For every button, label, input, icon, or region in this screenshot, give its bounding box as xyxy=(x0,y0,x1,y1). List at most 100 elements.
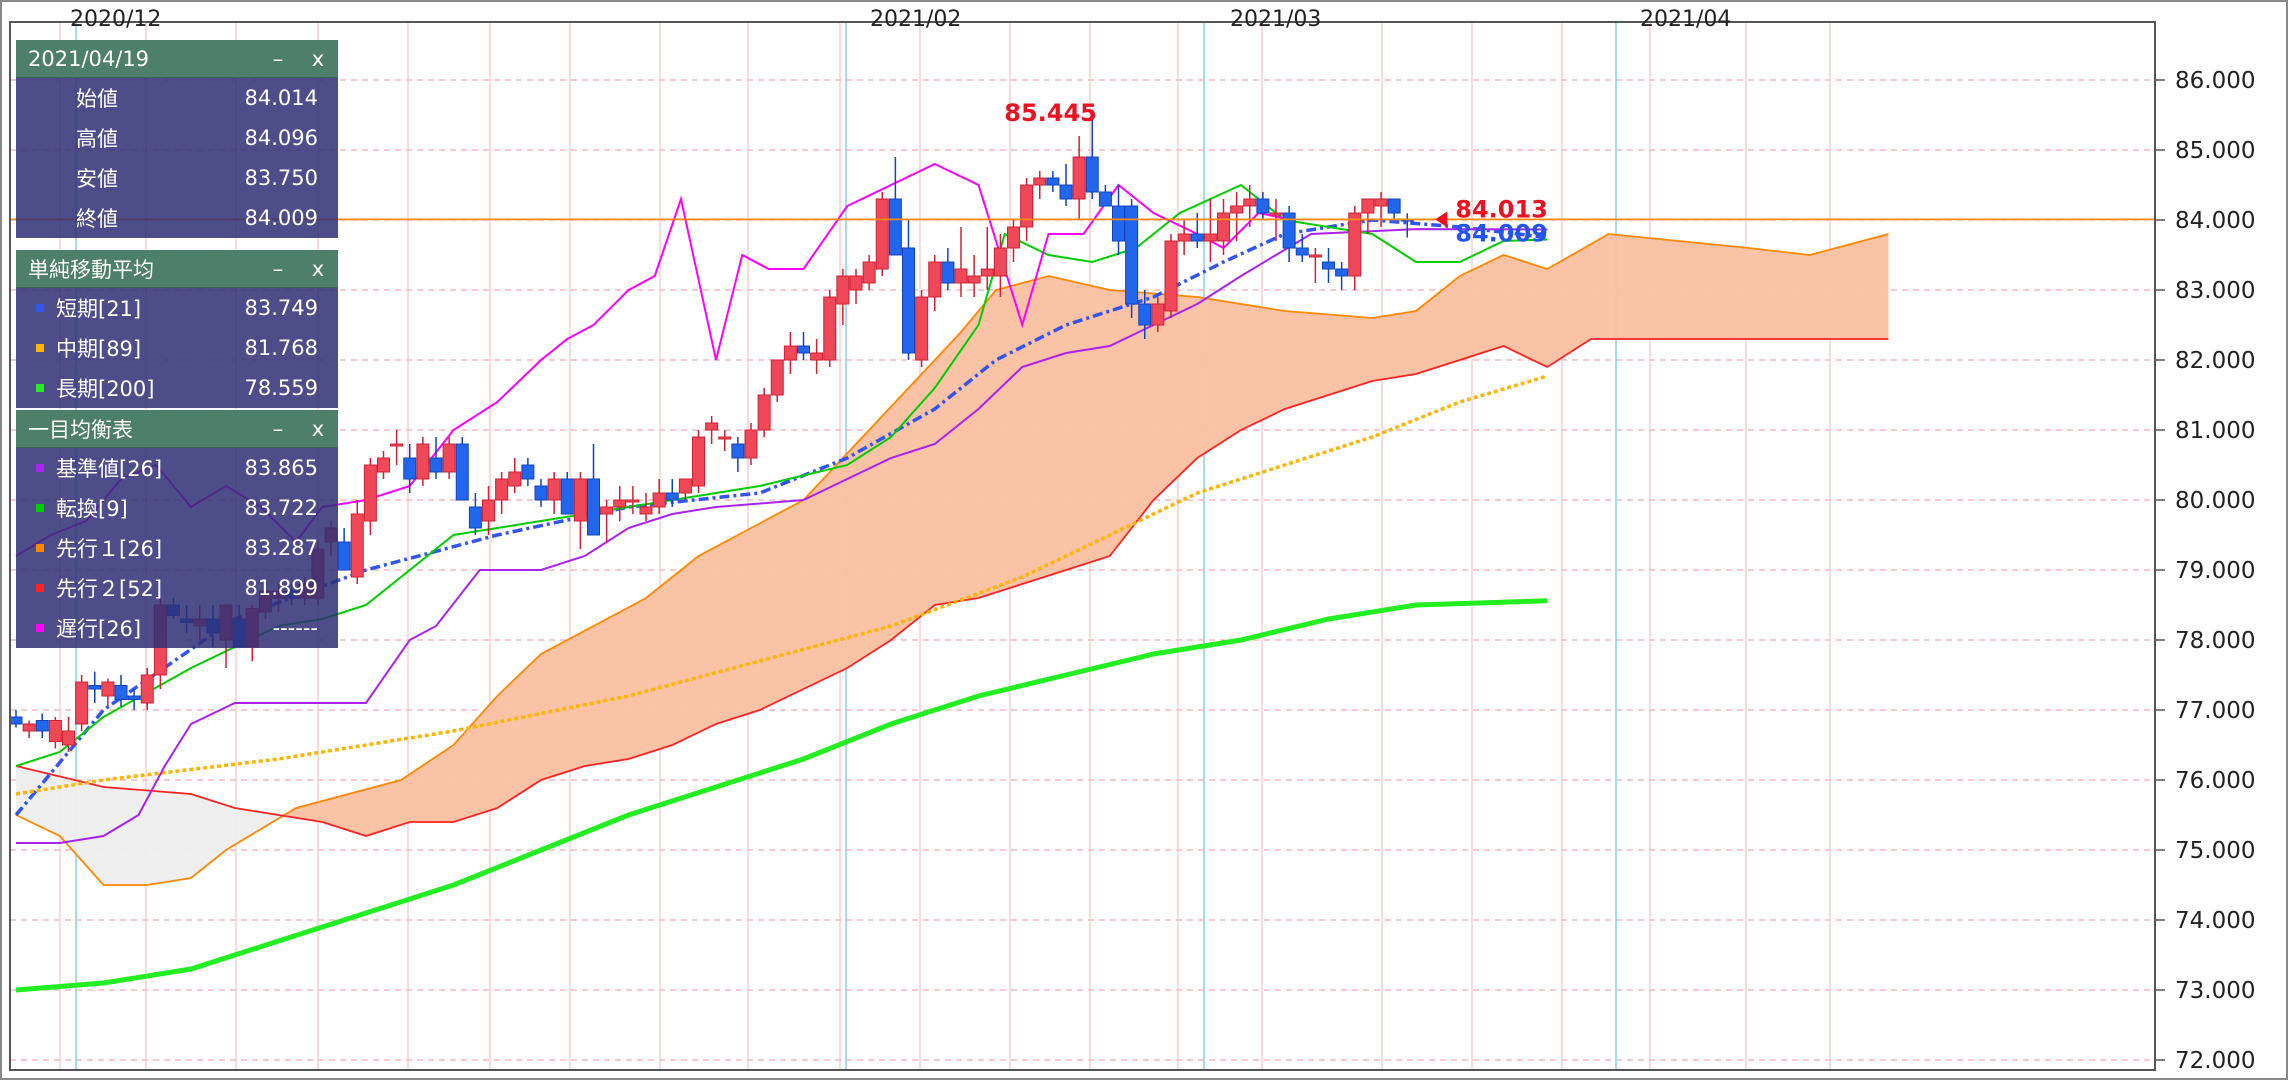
candle-body xyxy=(75,681,89,725)
cloud-area xyxy=(287,234,1889,836)
sma-row-mid: 中期[89] 81.768 xyxy=(16,328,338,368)
ohlc-row-high: 高値 84.096 xyxy=(16,118,338,158)
candle xyxy=(600,500,614,542)
candle xyxy=(1072,136,1086,220)
candle xyxy=(705,416,719,444)
candle-body xyxy=(114,685,128,700)
candle xyxy=(902,220,915,360)
candle xyxy=(1007,220,1020,262)
sma-row-short: 短期[21] 83.749 xyxy=(16,288,338,328)
ichimoku-panel: 一目均衡表 – x 基準値[26] 83.865 転換[9] 83.722 先行… xyxy=(16,410,338,648)
candle-body xyxy=(1164,240,1178,312)
candle-body xyxy=(350,513,364,578)
candle-body xyxy=(731,443,745,459)
sma-row-long: 長期[200] 78.559 xyxy=(16,368,338,408)
y-axis: 86.000 85.000 84.000 83.000 82.000 81.000 80.0… xyxy=(2155,68,2255,1074)
candle xyxy=(692,430,705,493)
senkou-span-1-line xyxy=(15,233,1889,886)
candle-body xyxy=(1151,303,1165,326)
candle xyxy=(495,472,509,514)
candle-body xyxy=(1361,198,1375,214)
candle xyxy=(547,472,561,514)
sma-panel: 単純移動平均 – x 短期[21] 83.749 中期[89] 81.768 長… xyxy=(16,250,338,408)
candle-body xyxy=(442,443,456,473)
candle xyxy=(652,479,666,514)
ohlc-label: 高値 xyxy=(76,127,118,151)
y-tick-label: 82.000 xyxy=(2175,348,2255,374)
candle-body xyxy=(665,492,679,501)
candle xyxy=(1059,164,1073,206)
candle xyxy=(140,668,154,710)
minimize-button[interactable]: – xyxy=(272,416,284,441)
candle-body xyxy=(954,268,968,284)
sma-mid-line xyxy=(15,374,1548,796)
y-tick-label: 81.000 xyxy=(2175,418,2255,444)
candle-body xyxy=(521,464,535,480)
candle-body xyxy=(1020,184,1034,228)
candle xyxy=(1138,290,1152,339)
sma-panel-header[interactable]: 単純移動平均 – x xyxy=(16,250,338,288)
ichimoku-panel-header[interactable]: 一目均衡表 – x xyxy=(16,410,338,448)
candle-body xyxy=(1203,233,1217,242)
close-button[interactable]: x xyxy=(311,46,325,71)
candle xyxy=(1322,248,1335,283)
minimize-button[interactable]: – xyxy=(272,256,284,281)
candle xyxy=(1164,234,1178,318)
candle-body xyxy=(587,478,600,536)
candle-body xyxy=(915,296,929,361)
candle-body xyxy=(1112,205,1125,242)
ichimoku-panel-body: 基準値[26] 83.865 転換[9] 83.722 先行１[26] 83.2… xyxy=(16,448,338,648)
candle xyxy=(350,500,364,584)
candle-body xyxy=(888,198,902,256)
close-button[interactable]: x xyxy=(311,256,325,281)
candle xyxy=(62,717,75,752)
candle xyxy=(88,671,102,703)
sma-long-line xyxy=(15,598,1548,993)
candle xyxy=(101,678,115,707)
candle-body xyxy=(1138,303,1152,326)
legend-swatch xyxy=(36,464,44,472)
candle-body xyxy=(1177,233,1191,242)
y-tick-label: 76.000 xyxy=(2175,768,2255,794)
candle-body xyxy=(757,394,771,431)
candle xyxy=(1374,192,1388,227)
candle xyxy=(836,269,850,325)
candle-body xyxy=(1059,184,1073,200)
candle-body xyxy=(88,685,102,690)
month-label: 2020/12 xyxy=(70,7,161,32)
ohlc-label: 安値 xyxy=(76,167,118,191)
ohlc-row-low: 安値 83.750 xyxy=(16,158,338,198)
candle xyxy=(48,717,62,749)
candle-body xyxy=(1374,198,1388,207)
y-tick-label: 73.000 xyxy=(2175,978,2255,1004)
candle-body xyxy=(1046,177,1060,186)
candle-body xyxy=(573,478,587,522)
candle xyxy=(482,486,495,535)
candle-body xyxy=(9,716,23,725)
sma-value: 81.768 xyxy=(244,336,318,360)
ichimoku-row-span1: 先行１[26] 83.287 xyxy=(16,528,338,568)
candle-body xyxy=(770,359,784,396)
candle xyxy=(1177,220,1191,255)
candle xyxy=(22,720,36,738)
last-price-marker xyxy=(1435,211,1448,228)
ohlc-row-open: 始値 84.014 xyxy=(16,78,338,118)
sma-label: 短期[21] xyxy=(56,297,142,321)
candle-body xyxy=(652,492,666,508)
y-tick-label: 79.000 xyxy=(2175,558,2255,584)
minimize-button[interactable]: – xyxy=(272,46,284,71)
candle xyxy=(114,675,128,707)
candle-body xyxy=(377,457,390,473)
candle-body xyxy=(1125,205,1139,305)
candle-body xyxy=(902,247,915,354)
candle-body xyxy=(429,457,443,473)
candle xyxy=(390,430,404,465)
candle xyxy=(993,234,1007,297)
close-button[interactable]: x xyxy=(311,416,325,441)
candle-body xyxy=(1007,226,1020,249)
ohlc-panel-header[interactable]: 2021/04/19 – x xyxy=(16,40,338,78)
candle xyxy=(1085,118,1099,199)
candle xyxy=(1308,248,1322,283)
